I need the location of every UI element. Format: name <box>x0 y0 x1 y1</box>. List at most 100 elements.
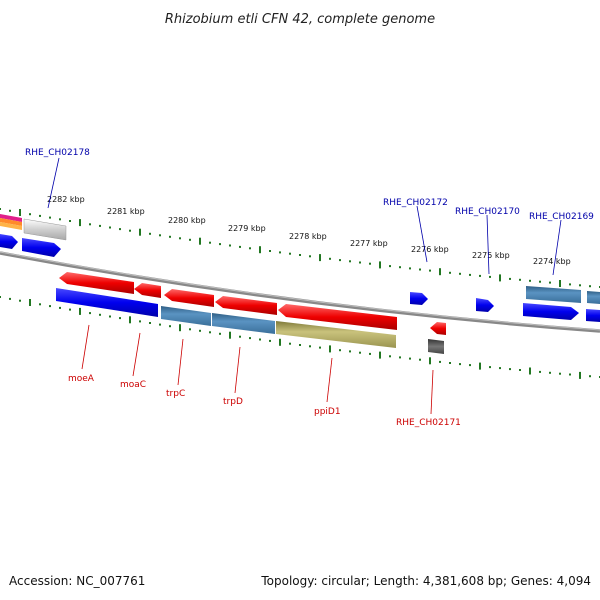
kbp-label: 2276 kbp <box>411 245 449 254</box>
gene-arrow[interactable] <box>278 304 397 330</box>
gene-arrow[interactable] <box>586 309 600 322</box>
gene-feature[interactable] <box>587 291 600 304</box>
gene-label-RHE_CH02178[interactable]: RHE_CH02178 <box>25 148 90 158</box>
minor-tick <box>549 371 551 374</box>
minor-tick <box>519 369 521 371</box>
gene-feature[interactable] <box>0 218 22 226</box>
upper-scale-ticks <box>0 208 600 288</box>
major-tick <box>329 345 331 353</box>
minor-tick <box>469 364 471 367</box>
major-tick <box>179 324 181 332</box>
gene-RHE_CH02171[interactable] <box>428 339 444 354</box>
minor-tick <box>449 271 451 274</box>
minor-tick <box>99 224 101 227</box>
minor-tick <box>299 344 301 346</box>
genome-backbone <box>0 251 600 333</box>
minor-tick <box>169 235 171 238</box>
gene-arrow[interactable] <box>134 283 161 298</box>
minor-tick <box>539 370 541 373</box>
minor-tick <box>179 237 181 240</box>
top-gene-labels: RHE_CH02178 RHE_CH02172 RHE_CH02170 RHE_… <box>25 148 594 276</box>
gene-feature[interactable] <box>0 222 22 230</box>
gene-label-moaC[interactable]: moaC <box>120 380 146 390</box>
minor-tick <box>89 223 91 226</box>
major-tick <box>479 362 481 370</box>
kbp-label: 2277 kbp <box>350 239 388 248</box>
gene-arrow-moaA-region[interactable] <box>59 272 134 294</box>
gene-ppiD1[interactable] <box>276 321 396 348</box>
gene-label-trpD[interactable]: trpD <box>223 397 243 407</box>
gene-trpC[interactable] <box>161 306 211 326</box>
minor-tick <box>139 320 141 323</box>
minor-tick <box>119 228 121 231</box>
minor-tick <box>389 265 391 268</box>
gene-arrow[interactable] <box>215 296 277 315</box>
gene-label-RHE_CH02172[interactable]: RHE_CH02172 <box>383 198 448 208</box>
minor-tick <box>0 296 1 298</box>
minor-tick <box>269 339 271 342</box>
gene-feature[interactable] <box>526 286 581 303</box>
minor-tick <box>199 329 201 332</box>
minor-tick <box>19 299 21 302</box>
minor-tick <box>559 372 561 375</box>
gene-arrow[interactable] <box>476 298 494 312</box>
gene-arrow[interactable] <box>410 292 428 305</box>
minor-tick <box>569 283 571 286</box>
minor-tick <box>219 243 221 246</box>
minor-tick <box>109 315 111 318</box>
minor-tick <box>29 213 31 216</box>
minor-tick <box>269 250 271 252</box>
gene-label-trpC[interactable]: trpC <box>166 389 185 399</box>
minor-tick <box>339 259 341 262</box>
minor-tick <box>499 367 501 370</box>
major-tick <box>529 367 531 375</box>
kbp-label: 2281 kbp <box>107 207 145 216</box>
major-tick <box>259 246 261 254</box>
minor-tick <box>389 355 391 358</box>
minor-tick <box>39 214 41 217</box>
minor-tick <box>579 284 581 287</box>
minor-tick <box>459 363 461 366</box>
gene-label-moeA[interactable]: moeA <box>68 374 95 384</box>
minor-tick <box>59 218 61 221</box>
minor-tick <box>249 247 251 250</box>
minor-tick <box>489 366 491 369</box>
minor-tick <box>39 303 41 306</box>
kbp-label: 2274 kbp <box>533 257 571 266</box>
gene-arrow[interactable] <box>0 234 18 249</box>
gene-feature[interactable] <box>0 214 22 222</box>
minor-tick <box>509 368 511 371</box>
minor-tick <box>159 234 161 237</box>
gene-arrow[interactable] <box>430 322 446 335</box>
minor-tick <box>439 360 441 363</box>
minor-tick <box>49 305 51 308</box>
major-tick <box>279 338 281 346</box>
gene-arrow[interactable] <box>22 238 61 257</box>
minor-tick <box>99 313 101 316</box>
gene-arrow[interactable] <box>523 303 579 320</box>
outer-track-genes <box>0 214 600 322</box>
major-tick <box>379 261 381 269</box>
gene-label-ppiD1[interactable]: ppiD1 <box>314 407 341 417</box>
topology-text: Topology: circular; Length: 4,381,608 bp… <box>260 574 591 588</box>
minor-tick <box>589 285 591 288</box>
gene-feature[interactable] <box>23 218 67 241</box>
gene-trpD[interactable] <box>212 313 275 334</box>
minor-tick <box>529 279 531 282</box>
minor-tick <box>509 277 511 280</box>
major-tick <box>559 280 561 287</box>
genome-title: Rhizobium etli CFN 42, complete genome <box>165 12 435 27</box>
minor-tick <box>49 216 51 219</box>
minor-tick <box>459 272 461 275</box>
gene-arrow[interactable] <box>164 289 214 307</box>
minor-tick <box>69 308 71 311</box>
major-tick <box>79 307 81 315</box>
minor-tick <box>359 261 361 264</box>
minor-tick <box>159 323 161 326</box>
gene-label-RHE_CH02171[interactable]: RHE_CH02171 <box>396 418 461 428</box>
gene-moeA[interactable] <box>56 288 158 317</box>
kbp-scale-labels: 2282 kbp 2281 kbp 2280 kbp 2279 kbp 2278… <box>47 195 571 266</box>
gene-label-RHE_CH02169[interactable]: RHE_CH02169 <box>529 212 594 222</box>
minor-tick <box>319 346 321 349</box>
gene-label-RHE_CH02170[interactable]: RHE_CH02170 <box>455 207 520 217</box>
